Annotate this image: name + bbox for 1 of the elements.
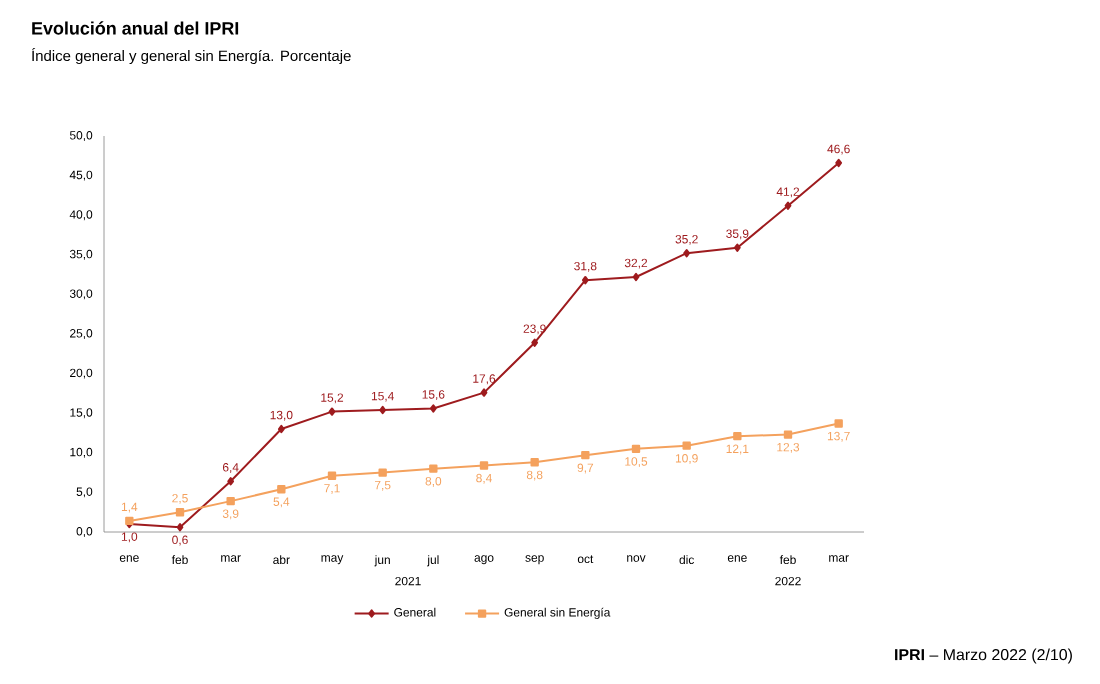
chart-title: Evolución anual del IPRI [32, 21, 239, 35]
